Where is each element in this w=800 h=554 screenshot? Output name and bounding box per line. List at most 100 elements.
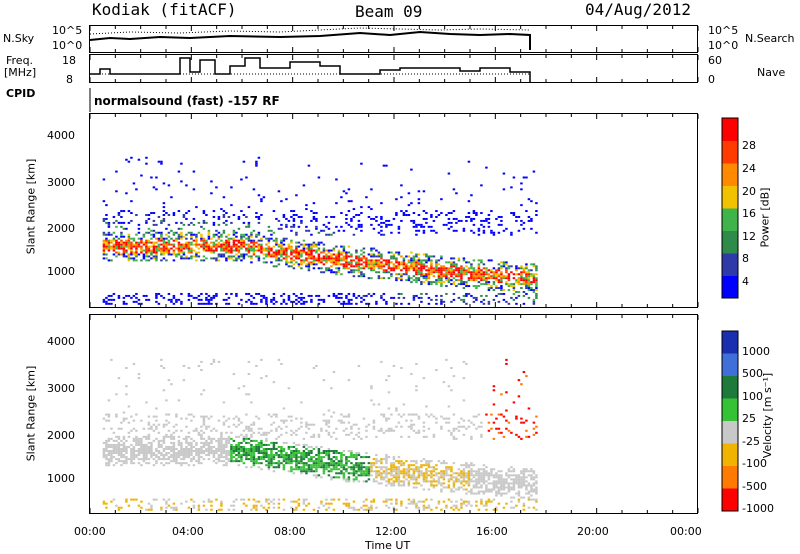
range-gate-cell [235, 454, 238, 457]
range-gate-cell [352, 500, 356, 503]
range-gate-cell [280, 253, 283, 256]
range-gate-cell [527, 482, 531, 485]
range-gate-cell [105, 243, 108, 246]
range-gate-cell [395, 476, 398, 479]
range-gate-cell [225, 251, 228, 254]
range-gate-cell [345, 255, 348, 258]
range-gate-cell [175, 458, 178, 461]
range-gate-cell [480, 269, 483, 272]
range-gate-cell [362, 504, 366, 507]
range-gate-cell [302, 296, 306, 299]
range-gate-cell [105, 221, 108, 224]
range-gate-cell [295, 466, 298, 469]
range-gate-cell [407, 192, 411, 195]
range-gate-cell [152, 464, 156, 467]
range-gate-cell [495, 287, 498, 290]
range-gate-cell [425, 253, 428, 256]
range-gate-cell [292, 431, 296, 434]
range-gate-cell [117, 251, 121, 254]
range-gate-cell [382, 221, 386, 224]
range-gate-cell [337, 267, 341, 270]
range-gate-cell [125, 255, 128, 258]
range-gate-cell [152, 223, 156, 226]
range-gate-cell [497, 292, 501, 295]
range-gate-cell [147, 433, 151, 436]
range-gate-cell [412, 275, 416, 278]
range-gate-cell [120, 447, 123, 450]
range-gate-cell [372, 480, 376, 483]
range-gate-cell [490, 277, 493, 280]
range-gate-cell [132, 462, 136, 465]
range-gate-cell [470, 462, 473, 465]
range-gate-cell [395, 212, 398, 215]
range-gate-cell [125, 452, 128, 455]
range-gate-cell [372, 265, 376, 268]
range-gate-cell [105, 450, 108, 453]
range-gate-cell [152, 212, 156, 215]
range-gate-cell [192, 429, 196, 432]
range-gate-cell [305, 300, 308, 303]
range-gate-cell [312, 474, 316, 477]
range-gate-cell [440, 482, 443, 485]
range-gate-cell [440, 271, 443, 274]
range-gate-cell [212, 245, 216, 248]
range-gate-cell [195, 454, 198, 457]
range-gate-cell [290, 450, 293, 453]
range-gate-cell [320, 241, 323, 244]
range-gate-cell [475, 480, 478, 483]
range-gate-cell [240, 441, 243, 444]
range-gate-cell [420, 474, 423, 477]
range-gate-cell [250, 443, 253, 446]
range-gate-cell [122, 300, 126, 303]
range-gate-cell [460, 472, 463, 475]
range-gate-cell [535, 431, 538, 434]
range-gate-cell [265, 439, 268, 442]
range-gate-cell [462, 425, 466, 428]
range-gate-cell [325, 462, 328, 465]
range-gate-cell [387, 472, 391, 475]
range-gate-cell [315, 263, 318, 266]
range-gate-cell [115, 235, 118, 238]
range-gate-cell [197, 450, 201, 453]
range-gate-cell [462, 300, 466, 303]
range-gate-cell [212, 296, 216, 299]
range-gate-cell [500, 271, 503, 274]
range-gate-cell [495, 285, 498, 288]
range-gate-cell [360, 275, 363, 278]
range-gate-cell [447, 480, 451, 483]
range-gate-cell [347, 300, 351, 303]
range-gate-cell [375, 300, 378, 303]
range-gate-cell [322, 298, 326, 301]
range-gate-cell [300, 263, 303, 266]
range-gate-cell [485, 484, 488, 487]
range-gate-cell [500, 482, 503, 485]
range-gate-cell [330, 450, 333, 453]
range-gate-cell [177, 253, 181, 256]
range-gate-cell [415, 279, 418, 282]
range-gate-cell [290, 225, 293, 228]
range-gate-cell [102, 253, 106, 256]
range-gate-cell [535, 296, 538, 299]
range-gate-cell [150, 233, 153, 236]
range-gate-cell [407, 267, 411, 270]
range-gate-cell [482, 219, 486, 222]
range-gate-cell [332, 253, 336, 256]
range-gate-cell [412, 472, 416, 475]
range-gate-cell [487, 277, 491, 280]
range-gate-cell [257, 427, 261, 430]
range-gate-cell [310, 456, 313, 459]
range-gate-cell [122, 456, 126, 459]
range-gate-cell [310, 466, 313, 469]
range-gate-cell [370, 255, 373, 258]
range-gate-cell [117, 214, 121, 216]
range-gate-cell [107, 443, 111, 446]
range-gate-cell [262, 450, 266, 453]
range-gate-cell [362, 257, 366, 260]
range-gate-cell [417, 198, 421, 201]
range-gate-cell [180, 237, 183, 240]
range-gate-cell [295, 253, 298, 256]
range-gate-cell [282, 249, 286, 252]
range-gate-cell [125, 241, 128, 244]
range-gate-cell [512, 283, 516, 286]
range-gate-cell [160, 439, 163, 442]
